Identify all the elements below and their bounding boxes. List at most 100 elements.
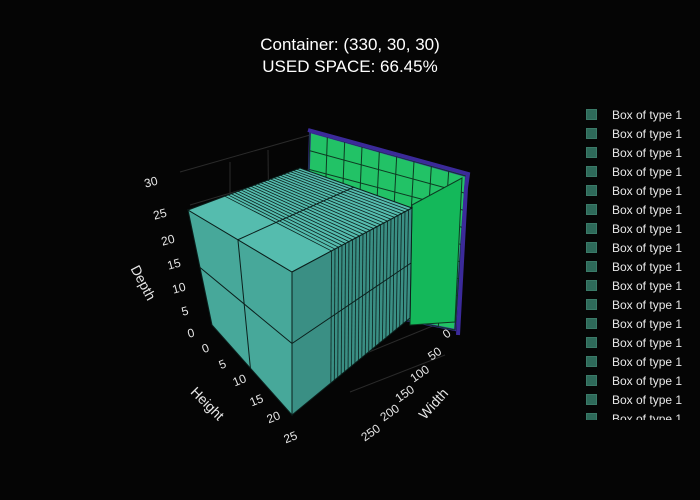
depth-tick-label: 5 [180,303,190,318]
chart-title-line-2: USED SPACE: 66.45% [262,57,438,76]
legend-swatch [586,356,597,367]
depth-axis-label: Depth [128,262,160,302]
box-edge [237,186,354,241]
legend-label: Box of type 1 [612,335,683,350]
box-edge [273,177,385,224]
legend-item[interactable]: Box of type 1 [582,371,700,390]
width-tick-label: 250 [358,421,383,444]
box-edge [280,174,392,220]
box-edge [250,186,360,237]
grid-line [349,354,446,393]
legend-label: Box of type 1 [612,316,683,331]
legend-label: Box of type 1 [612,126,683,141]
legend-label: Box of type 1 [612,183,683,198]
legend-item[interactable]: Box of type 1 [582,124,700,143]
box-edge [270,178,381,226]
width-tick-label: 200 [377,401,402,424]
box-edge [290,171,402,214]
legend-swatch [586,128,597,139]
grid-line [179,134,311,173]
legend-swatch [586,280,597,291]
height-axis-label: Height [188,383,228,423]
legend-swatch [586,375,597,386]
legend-swatch [586,337,597,348]
legend-item[interactable]: Box of type 1 [582,409,700,420]
box-edge [296,168,409,211]
legend-label: Box of type 1 [612,221,683,236]
legend-swatch [586,413,597,420]
height-tick-label: 0 [200,340,212,356]
box-edge [293,170,406,213]
legend-label: Box of type 1 [612,240,683,255]
legend-item[interactable]: Box of type 1 [582,162,700,181]
legend-item[interactable]: Box of type 1 [582,219,700,238]
legend-swatch [586,261,597,272]
box-edge [257,183,367,233]
legend-swatch [586,394,597,405]
legend-item[interactable]: Box of type 1 [582,352,700,371]
legend-swatch [586,147,597,158]
legend-swatch [586,204,597,215]
box-edge [283,173,395,218]
box-edge [199,267,293,344]
legend-item[interactable]: Box of type 1 [582,105,700,124]
legend-item[interactable]: Box of type 1 [582,200,700,219]
box-edge [263,181,374,229]
legend-item[interactable]: Box of type 1 [582,333,700,352]
legend-swatch [586,299,597,310]
box-edge [241,189,350,242]
box-edge [254,184,364,235]
box-edge [244,188,353,241]
legend[interactable]: Box of type 1 Box of type 1 Box of type 1 B… [582,105,700,420]
box-edge [276,176,388,222]
legend-swatch [586,166,597,177]
height-tick-label: 15 [248,391,266,409]
legend-swatch [586,109,597,120]
legend-item[interactable]: Box of type 1 [582,295,700,314]
box-edge [227,194,336,250]
depth-tick-label: 25 [152,206,169,223]
depth-tick-label: 15 [166,256,183,273]
width-tick-label: 150 [392,382,417,405]
depth-tick-label: 30 [143,174,160,191]
legend-label: Box of type 1 [612,411,683,421]
depth-tick-label: 0 [186,325,196,340]
box-edge [286,172,399,216]
legend-item[interactable]: Box of type 1 [582,257,700,276]
box-edge [247,187,357,239]
legend-swatch [586,242,597,253]
legend-label: Box of type 1 [612,259,683,274]
depth-tick-label: 20 [160,232,177,249]
width-tick-label: 100 [407,362,432,385]
height-tick-label: 25 [282,428,300,446]
legend-label: Box of type 1 [612,297,683,312]
back-wall-grid-line [309,150,465,194]
box-edge [234,192,343,246]
legend-swatch [586,318,597,329]
legend-label: Box of type 1 [612,164,683,179]
packed-boxes [186,167,414,417]
legend-item[interactable]: Box of type 1 [582,143,700,162]
legend-swatch [586,185,597,196]
box-edge [237,190,346,244]
legend-label: Box of type 1 [612,392,683,407]
legend-label: Box of type 1 [612,202,683,217]
legend-label: Box of type 1 [612,107,683,122]
height-tick-label: 10 [231,371,249,389]
legend-item[interactable]: Box of type 1 [582,314,700,333]
legend-label: Box of type 1 [612,278,683,293]
legend-label: Box of type 1 [612,145,683,160]
legend-item[interactable]: Box of type 1 [582,390,700,409]
box-edge [291,262,412,344]
legend-item[interactable]: Box of type 1 [582,276,700,295]
box-edge [231,193,339,248]
width-axis-label: Width [415,385,451,422]
legend-swatch [586,223,597,234]
legend-label: Box of type 1 [612,373,683,388]
legend-item[interactable]: Box of type 1 [582,181,700,200]
height-tick-label: 20 [265,408,283,426]
box-edge [224,195,332,252]
legend-item[interactable]: Box of type 1 [582,238,700,257]
container-edge [307,128,471,336]
